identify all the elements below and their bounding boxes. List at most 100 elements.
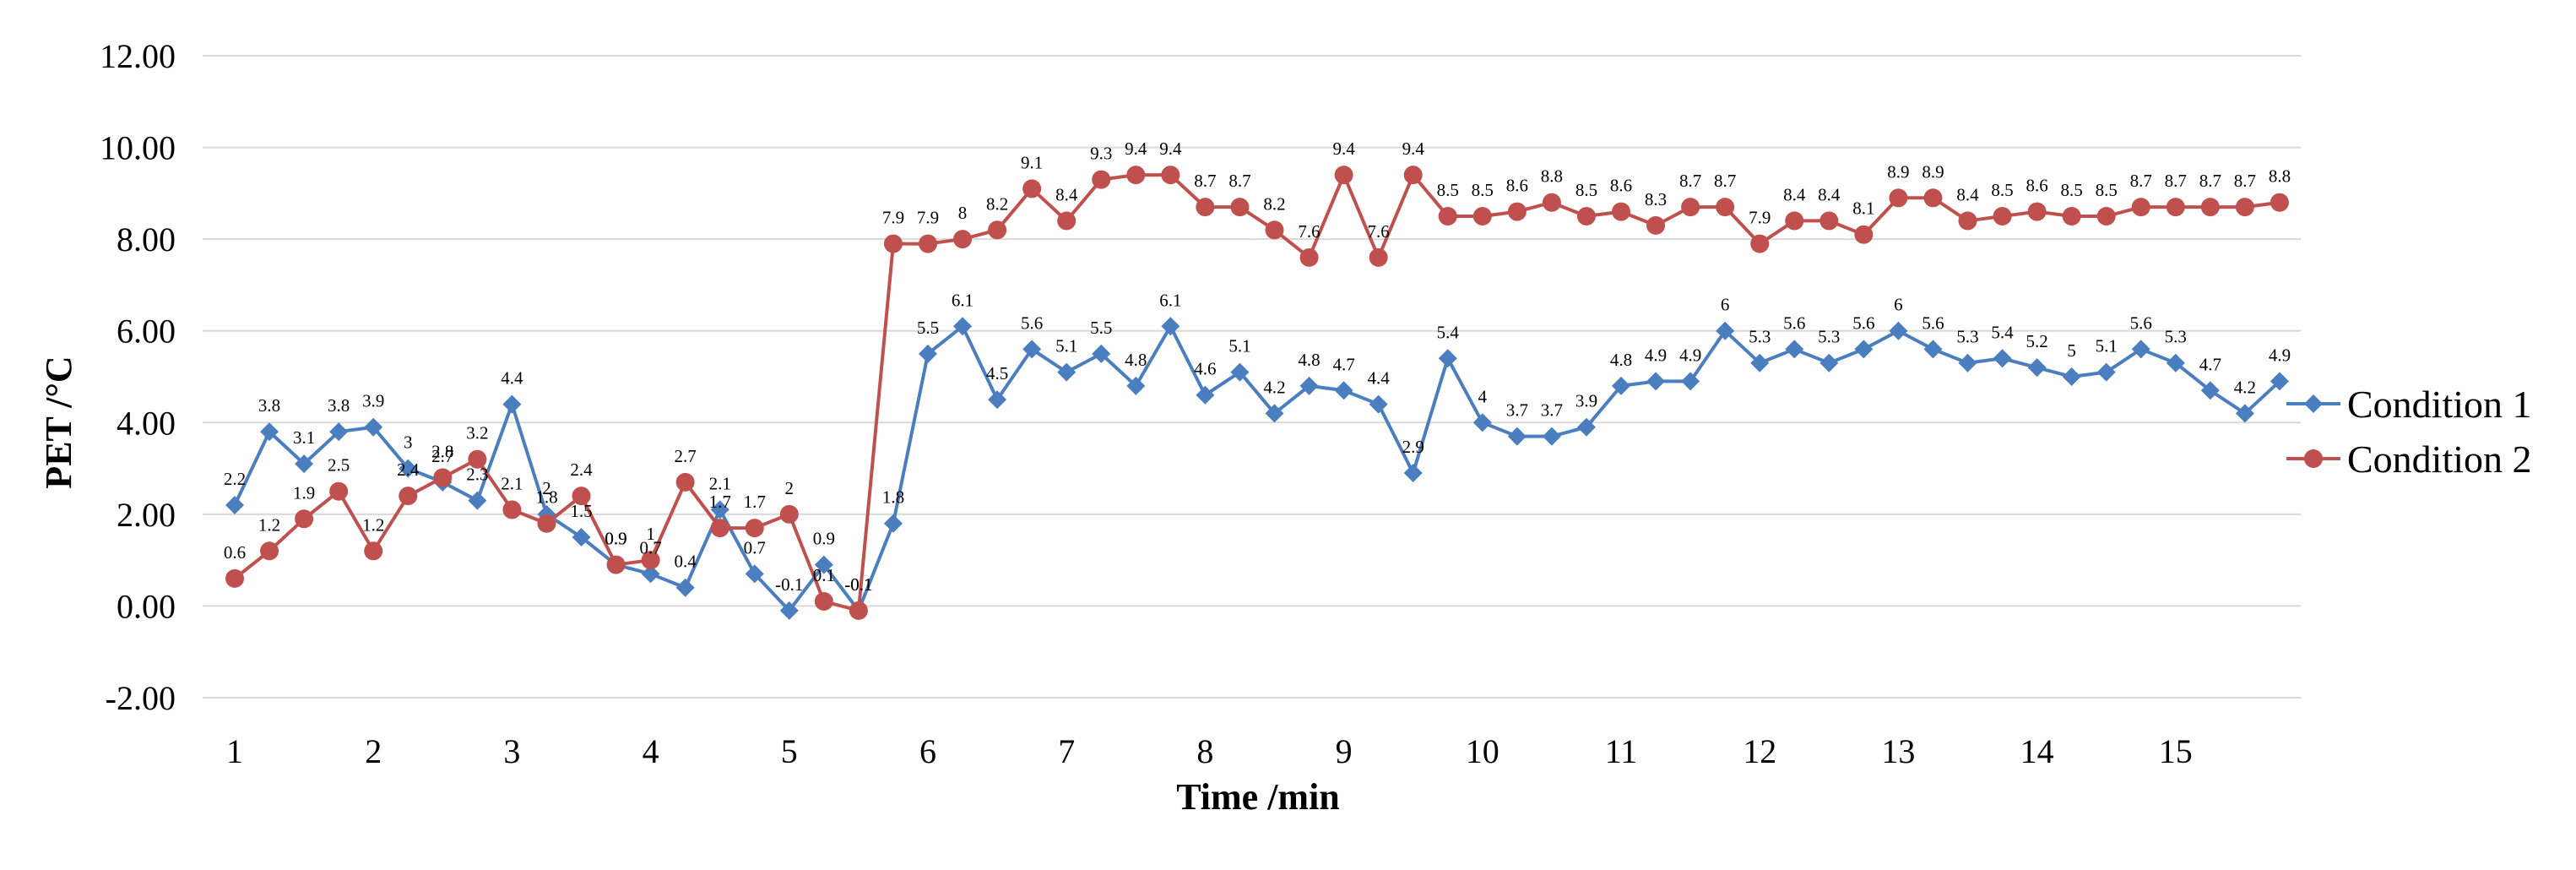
data-point-condition-2[interactable] [1057, 211, 1076, 231]
data-point-condition-2[interactable] [710, 519, 729, 538]
data-point-condition-2[interactable] [1472, 207, 1492, 226]
data-point-condition-2[interactable] [1716, 198, 1735, 217]
data-point-condition-1[interactable] [2131, 340, 2150, 359]
data-point-condition-1[interactable] [1161, 317, 1180, 336]
data-point-condition-1[interactable] [1785, 340, 1804, 359]
data-point-condition-2[interactable] [1681, 198, 1700, 217]
data-point-condition-2[interactable] [1750, 234, 1770, 253]
data-point-condition-2[interactable] [1612, 202, 1630, 221]
data-point-condition-2[interactable] [988, 220, 1007, 240]
data-point-condition-1[interactable] [1438, 349, 1457, 368]
data-point-condition-1[interactable] [572, 528, 591, 546]
data-point-condition-2[interactable] [1785, 211, 1804, 231]
data-point-condition-2[interactable] [1369, 247, 1388, 267]
data-point-condition-2[interactable] [1126, 166, 1146, 185]
data-point-condition-2[interactable] [1265, 220, 1284, 240]
data-point-condition-1[interactable] [1230, 362, 1250, 382]
data-point-condition-2[interactable] [364, 541, 383, 561]
data-point-condition-2[interactable] [2131, 198, 2150, 217]
data-point-condition-1[interactable] [1646, 372, 1666, 391]
data-point-condition-2[interactable] [1022, 179, 1042, 198]
data-point-condition-1[interactable] [225, 496, 244, 514]
data-point-condition-1[interactable] [1750, 353, 1770, 372]
data-point-condition-2[interactable] [502, 500, 522, 519]
data-point-condition-1[interactable] [1265, 404, 1284, 423]
data-point-condition-2[interactable] [2062, 207, 2081, 226]
data-point-condition-1[interactable] [883, 514, 903, 533]
data-point-condition-1[interactable] [710, 500, 729, 519]
data-point-condition-1[interactable] [1057, 362, 1076, 382]
data-point-condition-1[interactable] [2200, 381, 2220, 400]
data-point-condition-2[interactable] [1993, 207, 2012, 226]
data-point-condition-1[interactable] [2166, 353, 2185, 372]
data-point-condition-1[interactable] [1369, 394, 1388, 414]
data-point-condition-1[interactable] [1472, 413, 1492, 432]
data-point-condition-2[interactable] [2235, 198, 2254, 217]
data-point-condition-2[interactable] [883, 234, 903, 253]
data-point-condition-2[interactable] [1507, 202, 1527, 221]
data-point-condition-2[interactable] [433, 468, 453, 487]
data-point-condition-2[interactable] [849, 601, 868, 620]
data-point-condition-2[interactable] [260, 541, 279, 561]
data-point-condition-2[interactable] [1403, 166, 1423, 185]
data-point-condition-2[interactable] [225, 568, 244, 588]
data-point-condition-2[interactable] [1646, 215, 1666, 235]
data-point-condition-2[interactable] [641, 551, 660, 570]
data-point-condition-2[interactable] [1230, 198, 1250, 217]
data-point-condition-2[interactable] [329, 481, 349, 501]
data-point-condition-2[interactable] [675, 472, 695, 492]
data-point-condition-1[interactable] [1196, 385, 1215, 405]
data-point-condition-1[interactable] [2270, 372, 2289, 391]
data-point-condition-1[interactable] [1507, 427, 1527, 446]
data-point-condition-2[interactable] [399, 487, 418, 506]
data-point-condition-1[interactable] [1022, 340, 1042, 359]
data-point-condition-1[interactable] [2027, 358, 2047, 378]
data-point-condition-2[interactable] [745, 519, 764, 538]
data-point-condition-2[interactable] [2200, 198, 2220, 217]
data-point-condition-1[interactable] [2096, 362, 2116, 382]
data-point-condition-1[interactable] [1403, 464, 1423, 482]
data-point-condition-1[interactable] [1819, 353, 1839, 372]
data-point-condition-2[interactable] [1923, 188, 1943, 208]
data-point-condition-2[interactable] [468, 449, 487, 469]
data-point-condition-1[interactable] [1126, 376, 1146, 395]
data-point-condition-1[interactable] [779, 601, 799, 620]
data-point-condition-1[interactable] [295, 454, 314, 474]
data-point-condition-2[interactable] [814, 592, 833, 611]
data-point-condition-2[interactable] [1576, 207, 1596, 226]
data-point-condition-1[interactable] [1299, 376, 1319, 395]
data-point-condition-1[interactable] [468, 491, 487, 510]
data-point-condition-2[interactable] [1854, 225, 1874, 244]
data-point-condition-1[interactable] [2062, 367, 2081, 386]
data-point-condition-1[interactable] [260, 422, 279, 442]
data-point-condition-1[interactable] [1716, 321, 1735, 340]
data-point-condition-1[interactable] [953, 317, 973, 336]
data-point-condition-1[interactable] [1889, 321, 1908, 340]
data-point-condition-1[interactable] [919, 344, 937, 363]
data-point-condition-1[interactable] [329, 422, 349, 442]
data-point-condition-2[interactable] [2166, 198, 2185, 217]
data-point-condition-1[interactable] [1681, 372, 1700, 391]
data-point-condition-2[interactable] [1334, 166, 1353, 185]
data-point-condition-1[interactable] [1334, 381, 1353, 400]
data-point-condition-1[interactable] [675, 578, 695, 597]
data-point-condition-2[interactable] [2270, 193, 2289, 212]
data-point-condition-1[interactable] [745, 564, 764, 584]
data-point-condition-2[interactable] [537, 514, 556, 533]
data-point-condition-2[interactable] [1196, 198, 1215, 217]
data-point-condition-1[interactable] [1612, 376, 1630, 395]
data-point-condition-2[interactable] [1092, 170, 1111, 189]
data-point-condition-1[interactable] [1958, 353, 1977, 372]
data-point-condition-1[interactable] [364, 417, 383, 437]
data-point-condition-2[interactable] [953, 230, 973, 249]
data-point-condition-2[interactable] [1299, 247, 1319, 267]
data-point-condition-1[interactable] [814, 555, 833, 574]
data-point-condition-2[interactable] [2096, 207, 2116, 226]
data-point-condition-2[interactable] [1958, 211, 1977, 231]
data-point-condition-1[interactable] [1576, 417, 1596, 437]
legend-item-condition-1[interactable]: Condition 1 [2286, 383, 2532, 426]
data-point-condition-1[interactable] [502, 394, 522, 414]
data-point-condition-1[interactable] [1993, 349, 2012, 368]
legend-item-condition-2[interactable]: Condition 2 [2286, 438, 2532, 481]
data-point-condition-1[interactable] [1854, 340, 1874, 359]
